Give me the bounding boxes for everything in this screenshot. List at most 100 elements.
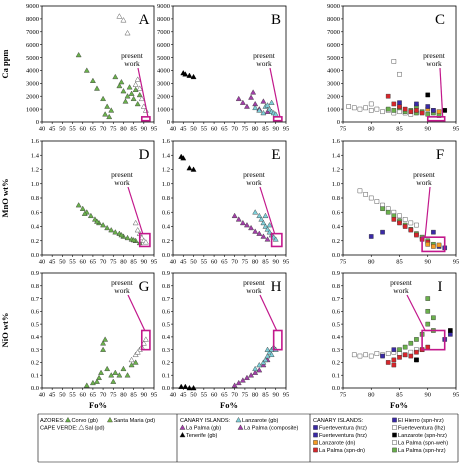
y-tick-label: 0.6 [31, 309, 40, 316]
present-work-pointer [406, 294, 426, 331]
y-tick-label: 0.1 [332, 372, 340, 379]
y-tick-label: 0.2 [332, 238, 340, 245]
data-point [431, 108, 436, 113]
x-tick-label: 65 [90, 259, 97, 266]
data-point [83, 67, 90, 73]
data-point [258, 216, 265, 222]
y-tick-label: 0.2 [31, 238, 39, 245]
y-tick-label: 0.6 [162, 209, 171, 216]
data-point [425, 321, 431, 327]
data-point [391, 59, 397, 64]
legend-group-title: CANARY ISLANDS: [180, 418, 231, 424]
y-tick-label: 8000 [157, 16, 170, 23]
data-point [120, 17, 127, 23]
data-point [231, 212, 238, 219]
data-point [380, 229, 385, 235]
present-work-box [138, 232, 151, 248]
x-tick-label: 80 [120, 392, 127, 399]
data-point [178, 383, 185, 389]
data-point [266, 106, 273, 112]
data-point [262, 212, 269, 219]
y-tick-label: 0.1 [162, 372, 170, 379]
x-tick-label: 90 [425, 126, 432, 133]
data-point [408, 353, 414, 359]
y-tick-label: 5000 [157, 55, 170, 62]
present-work-label: work [416, 178, 432, 187]
present-work-box [140, 116, 151, 122]
data-point [414, 101, 419, 107]
data-point [385, 93, 391, 99]
data-point [118, 79, 125, 85]
x-tick-label: 75 [110, 259, 117, 266]
y-tick-label: 0.9 [162, 270, 170, 277]
x-tick-label: 80 [252, 126, 259, 133]
y-tick-label: 0 [167, 119, 170, 126]
x-axis-label: Fo% [390, 400, 408, 410]
data-point [120, 365, 127, 372]
data-point [81, 210, 88, 216]
data-point [385, 209, 391, 215]
data-point [448, 328, 453, 333]
y-tick-label: 0.0 [31, 385, 39, 392]
data-point [94, 85, 100, 91]
y-tick-label: 0.8 [31, 283, 39, 290]
legend-marker [235, 416, 242, 423]
y-tick-label: 2000 [327, 93, 340, 100]
y-tick-label: 7000 [26, 29, 39, 36]
legend-item-label: La Palma (composite) [244, 426, 299, 432]
y-tick-label: 9000 [157, 3, 170, 10]
data-point [256, 361, 263, 368]
plot-frame [172, 272, 287, 389]
panel-a: 40 45 50 55 60 65 70 75 80 85 90 95 0 1000 2000 3000 400… [26, 3, 157, 132]
data-point [368, 234, 374, 239]
y-tick-label: 0.3 [332, 347, 340, 354]
plot-frame [41, 272, 155, 389]
data-point [231, 382, 238, 388]
data-point [425, 242, 431, 247]
data-point [402, 224, 408, 229]
data-point [87, 212, 94, 219]
data-point [138, 95, 145, 101]
data-point [397, 104, 402, 109]
y-tick-label: 0.3 [31, 347, 39, 354]
data-point [266, 349, 273, 355]
data-point [136, 91, 143, 98]
x-tick-label: 40 [39, 259, 46, 266]
y-tick-label: 0.8 [332, 195, 340, 202]
data-point [96, 374, 102, 380]
y-tick-label: 0.2 [31, 360, 39, 367]
data-point [116, 13, 123, 19]
panel-letter: B [271, 12, 281, 28]
x-tick-label: 60 [79, 392, 86, 399]
data-point [368, 108, 374, 113]
x-tick-label: 40 [170, 392, 177, 399]
legend-item-label: La Palma (spn-weh) [398, 441, 448, 447]
data-point [89, 379, 96, 386]
plot-frame [172, 5, 287, 123]
present-work-label: present [243, 278, 266, 287]
data-point [256, 230, 263, 236]
y-tick-label: 0 [337, 119, 340, 126]
y-tick-label: 6000 [157, 42, 170, 49]
legend-group-title: AZORES: [40, 418, 65, 424]
y-tick-label: 1000 [157, 106, 170, 113]
x-tick-label: 75 [110, 392, 117, 399]
legend-marker [65, 416, 71, 423]
y-tick-label: 1000 [26, 106, 39, 113]
data-point [425, 309, 431, 314]
data-point [124, 93, 131, 99]
y-tick-label: 0.4 [162, 334, 171, 341]
panel-letter: H [271, 279, 282, 295]
data-point [83, 382, 90, 388]
data-point [256, 367, 263, 373]
x-tick-label: 75 [242, 259, 249, 266]
data-point [134, 349, 141, 355]
data-point [268, 351, 275, 357]
legend-group-title: CANARY ISLANDS: [313, 418, 364, 424]
y-axis-label: Ca ppm [0, 49, 10, 78]
data-point [94, 218, 100, 224]
data-point [363, 192, 368, 197]
y-tick-label: 0.0 [162, 385, 170, 392]
data-point [252, 209, 259, 215]
x-tick-label: 95 [453, 392, 460, 399]
